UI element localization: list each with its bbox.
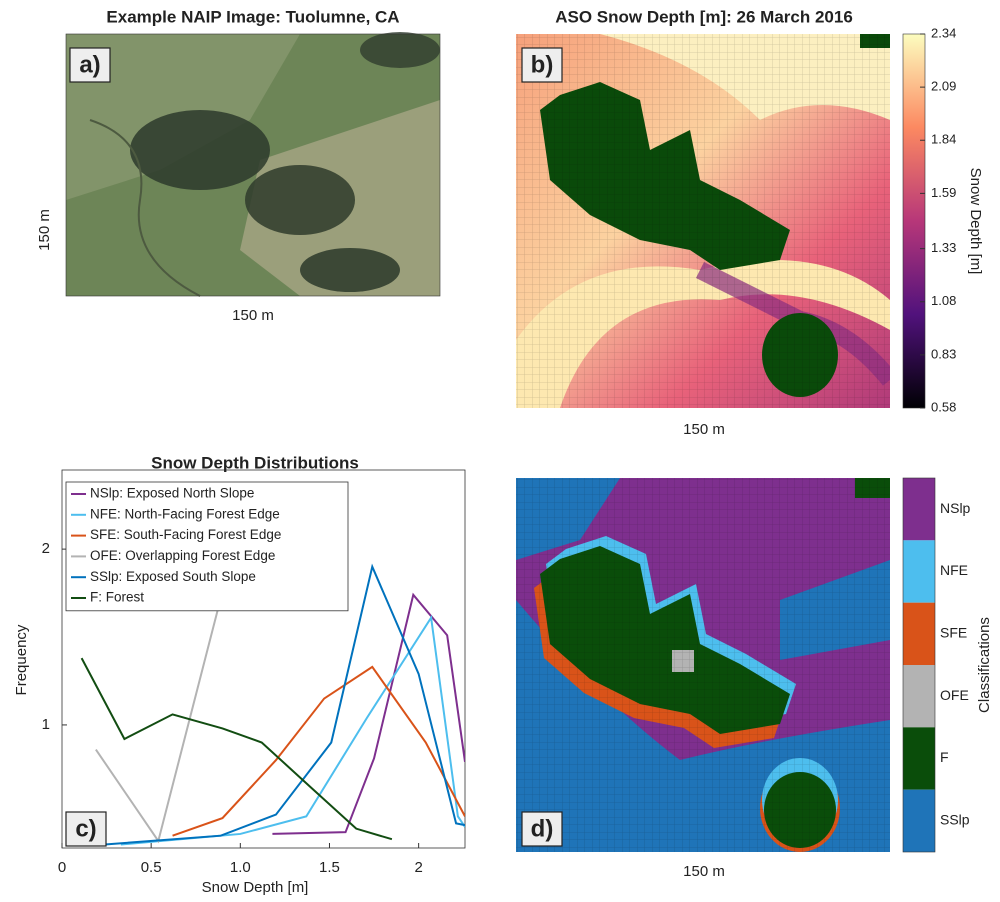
legend-label: F: Forest <box>90 590 144 605</box>
colorbar-label: Classifications <box>976 617 993 713</box>
colorbar-label: Snow Depth [m] <box>967 168 984 275</box>
colorbar-tick-label: 1.33 <box>931 240 956 255</box>
legend-label: OFE: Overlapping Forest Edge <box>90 548 275 563</box>
class-swatch <box>903 478 935 540</box>
y-tick-label: 1 <box>42 716 50 733</box>
x-axis-label: 150 m <box>232 307 274 324</box>
legend-label: SFE: South-Facing Forest Edge <box>90 527 281 542</box>
y-axis-label: Frequency <box>13 624 30 695</box>
panel-label: d) <box>531 815 554 842</box>
class-swatch <box>903 603 935 665</box>
panel-label: b) <box>531 51 554 78</box>
chart-title: ASO Snow Depth [m]: 26 March 2016 <box>555 7 853 26</box>
colorbar-tick-label: 2.34 <box>931 25 956 40</box>
colorbar-tick-label: 0.83 <box>931 346 956 361</box>
legend-label: NFE: North-Facing Forest Edge <box>90 506 280 521</box>
class-map <box>516 478 890 852</box>
legend-label: NSlp: Exposed North Slope <box>90 486 254 501</box>
y-tick-label: 2 <box>42 540 50 557</box>
colorbar-tick-label: 1.59 <box>931 185 956 200</box>
class-label: F <box>940 749 949 765</box>
class-swatch <box>903 727 935 789</box>
class-label: SFE <box>940 625 967 641</box>
class-swatch <box>903 665 935 727</box>
colorbar-tick-label: 1.08 <box>931 293 956 308</box>
class-label: OFE <box>940 687 969 703</box>
legend-label: SSlp: Exposed South Slope <box>90 569 256 584</box>
panel-label: a) <box>79 51 100 78</box>
chart-title: Example NAIP Image: Tuolumne, CA <box>106 7 399 26</box>
class-swatch <box>903 790 935 852</box>
series-line <box>173 667 465 836</box>
x-tick-label: 0.5 <box>141 859 162 876</box>
x-axis-label: 150 m <box>683 863 725 880</box>
colorbar-tick-label: 0.58 <box>931 399 956 414</box>
colorbar-tick-label: 2.09 <box>931 79 956 94</box>
class-swatch <box>903 540 935 602</box>
colorbar <box>903 34 925 408</box>
series-line <box>121 618 465 845</box>
x-tick-label: 0 <box>58 859 66 876</box>
figure: Example NAIP Image: Tuolumne, CA 150 m 150… <box>0 0 1000 902</box>
depth-map <box>516 34 890 408</box>
class-label: NFE <box>940 562 968 578</box>
chart-title: Snow Depth Distributions <box>151 453 359 472</box>
x-tick-label: 1.5 <box>319 859 340 876</box>
x-axis-label: 150 m <box>683 421 725 438</box>
colorbar-tick-label: 1.84 <box>931 132 956 147</box>
class-label: NSlp <box>940 500 971 516</box>
x-tick-label: 2 <box>414 859 422 876</box>
y-axis-label: 150 m <box>36 209 53 251</box>
x-tick-label: 1.0 <box>230 859 251 876</box>
x-axis-label: Snow Depth [m] <box>202 879 309 896</box>
panel-label: c) <box>75 815 96 842</box>
class-label: SSlp <box>940 812 970 828</box>
